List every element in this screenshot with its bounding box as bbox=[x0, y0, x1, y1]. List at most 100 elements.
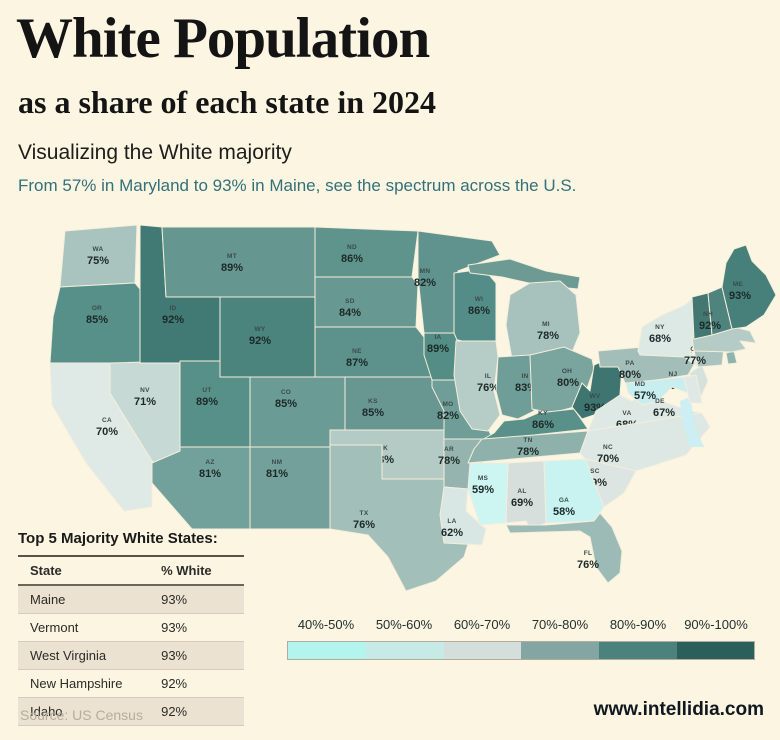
legend-swatch bbox=[366, 642, 444, 659]
state-OR: OR 85% bbox=[49, 282, 141, 364]
col-header-state: State bbox=[30, 563, 62, 578]
svg-text:DE: DE bbox=[655, 398, 665, 405]
svg-text:TN: TN bbox=[523, 437, 532, 444]
row-value: 92% bbox=[161, 676, 188, 691]
top-states-table: Top 5 Majority White States: State % Whi… bbox=[18, 530, 244, 726]
legend-label: 80%-90% bbox=[609, 617, 667, 632]
row-value: 93% bbox=[161, 648, 188, 663]
svg-text:57%: 57% bbox=[634, 390, 656, 402]
legend-label: 70%-80% bbox=[531, 617, 589, 632]
svg-text:NC: NC bbox=[603, 444, 613, 451]
legend-label: 40%-50% bbox=[297, 617, 355, 632]
svg-text:92%: 92% bbox=[249, 335, 271, 347]
color-legend: 40%-50% 50%-60% 60%-70% 70%-80% 80%-90% … bbox=[287, 617, 755, 660]
state-WY: WY 92% bbox=[219, 296, 316, 378]
legend-labels: 40%-50% 50%-60% 60%-70% 70%-80% 80%-90% … bbox=[287, 617, 755, 632]
svg-text:92%: 92% bbox=[162, 314, 184, 326]
svg-text:80%: 80% bbox=[619, 369, 641, 381]
svg-text:OH: OH bbox=[562, 368, 572, 375]
svg-text:VA: VA bbox=[622, 410, 631, 417]
state-IL: IL 76% bbox=[453, 340, 501, 432]
row-state: Vermont bbox=[30, 620, 79, 635]
svg-text:MS: MS bbox=[478, 475, 489, 482]
svg-text:85%: 85% bbox=[275, 398, 297, 410]
svg-text:NJ: NJ bbox=[669, 371, 678, 378]
svg-text:IA: IA bbox=[434, 334, 441, 341]
row-state: Idaho bbox=[30, 704, 63, 719]
svg-text:82%: 82% bbox=[414, 277, 436, 289]
svg-text:UT: UT bbox=[202, 387, 211, 394]
svg-text:NM: NM bbox=[272, 459, 283, 466]
description: From 57% in Maryland to 93% in Maine, se… bbox=[18, 176, 577, 195]
svg-text:89%: 89% bbox=[196, 396, 218, 408]
us-choropleth-map: WA 75% OR 85% CA 70% NV 71% ID 92% MT 89… bbox=[40, 215, 780, 607]
svg-text:NE: NE bbox=[352, 348, 362, 355]
svg-text:NV: NV bbox=[140, 387, 150, 394]
table-row: Maine 93% bbox=[18, 585, 244, 614]
svg-text:FL: FL bbox=[584, 550, 593, 557]
svg-text:NY: NY bbox=[655, 324, 665, 331]
row-value: 93% bbox=[161, 592, 188, 607]
legend-swatch bbox=[677, 642, 754, 659]
svg-text:KS: KS bbox=[368, 398, 378, 405]
state-MS: MS 59% bbox=[467, 462, 509, 526]
svg-text:76%: 76% bbox=[477, 382, 499, 394]
legend-swatch bbox=[444, 642, 521, 659]
svg-text:85%: 85% bbox=[86, 314, 108, 326]
state-GA: GA 58% bbox=[543, 458, 605, 524]
svg-text:59%: 59% bbox=[472, 484, 494, 496]
svg-text:KY: KY bbox=[538, 410, 548, 417]
svg-text:PA: PA bbox=[625, 360, 634, 367]
svg-text:CO: CO bbox=[281, 389, 291, 396]
state-MT: MT 89% bbox=[161, 226, 316, 298]
state-SD: SD 84% bbox=[314, 276, 419, 328]
svg-text:80%: 80% bbox=[557, 377, 579, 389]
row-value: 92% bbox=[161, 704, 188, 719]
state-TX: TX 76% bbox=[329, 444, 473, 592]
svg-text:75%: 75% bbox=[87, 255, 109, 267]
row-value: 93% bbox=[161, 620, 188, 635]
table-row: New Hampshire 92% bbox=[18, 670, 244, 698]
svg-text:WV: WV bbox=[589, 393, 600, 400]
svg-text:81%: 81% bbox=[266, 468, 288, 480]
svg-text:IN: IN bbox=[521, 373, 528, 380]
svg-text:92%: 92% bbox=[699, 320, 721, 332]
page-title: White Population bbox=[16, 7, 430, 70]
row-state: Maine bbox=[30, 592, 66, 607]
svg-text:70%: 70% bbox=[597, 453, 619, 465]
legend-label: 60%-70% bbox=[453, 617, 511, 632]
svg-text:82%: 82% bbox=[437, 410, 459, 422]
legend-swatch bbox=[521, 642, 599, 659]
svg-text:93%: 93% bbox=[729, 290, 751, 302]
svg-text:MD: MD bbox=[635, 381, 646, 388]
state-NC: NC 70% bbox=[579, 412, 711, 472]
website-url: www.intellidia.com bbox=[593, 699, 764, 720]
svg-text:AR: AR bbox=[444, 446, 454, 453]
svg-text:86%: 86% bbox=[532, 419, 554, 431]
legend-label: 50%-60% bbox=[375, 617, 433, 632]
page-subtitle: as a share of each state in 2024 bbox=[18, 84, 437, 120]
svg-text:OR: OR bbox=[92, 305, 102, 312]
col-header-pct-white: % White bbox=[161, 563, 212, 578]
svg-text:CA: CA bbox=[102, 417, 112, 424]
svg-text:WY: WY bbox=[254, 326, 265, 333]
svg-text:GA: GA bbox=[559, 497, 569, 504]
state-ND: ND 86% bbox=[314, 226, 419, 278]
svg-text:SC: SC bbox=[590, 468, 600, 475]
svg-text:MT: MT bbox=[227, 253, 237, 260]
legend-color-bar bbox=[287, 641, 755, 660]
state-AZ: AZ 81% bbox=[151, 446, 251, 530]
svg-text:LA: LA bbox=[447, 518, 456, 525]
table-row: Vermont 93% bbox=[18, 614, 244, 642]
table-row: Idaho 92% bbox=[18, 697, 244, 726]
svg-text:ME: ME bbox=[733, 281, 744, 288]
svg-text:81%: 81% bbox=[199, 468, 221, 480]
svg-text:AL: AL bbox=[517, 488, 526, 495]
svg-text:WI: WI bbox=[475, 296, 484, 303]
svg-text:85%: 85% bbox=[362, 407, 384, 419]
svg-text:AZ: AZ bbox=[205, 459, 214, 466]
svg-text:TX: TX bbox=[360, 510, 369, 517]
source-attribution: Source: US Census bbox=[20, 707, 143, 723]
svg-text:71%: 71% bbox=[134, 396, 156, 408]
svg-text:84%: 84% bbox=[339, 307, 361, 319]
